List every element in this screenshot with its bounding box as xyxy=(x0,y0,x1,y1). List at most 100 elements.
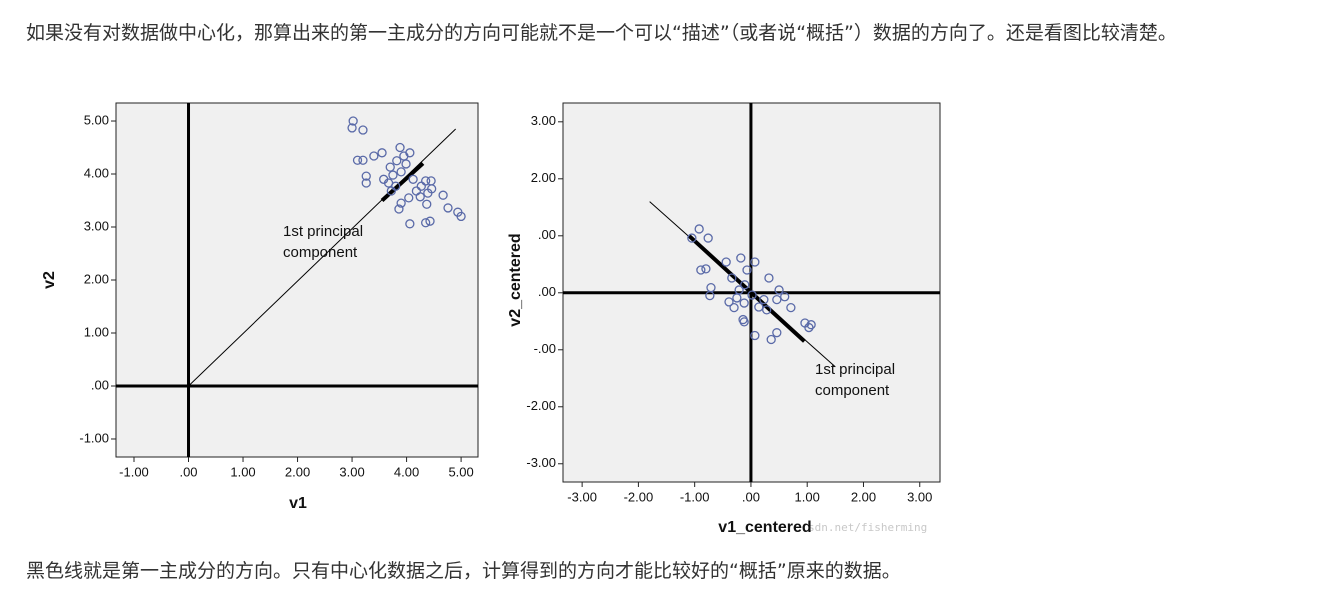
point xyxy=(764,273,774,283)
x-tick-label: 2.00 xyxy=(285,464,310,479)
point xyxy=(786,302,796,313)
watermark: sdn.net/fisherming xyxy=(808,521,927,534)
y-tick-label: -1.00 xyxy=(79,430,109,445)
x-tick-label: -1.00 xyxy=(680,489,710,504)
point xyxy=(396,167,406,177)
x-tick-label: 2.00 xyxy=(851,489,876,504)
x-tick-label: -1.00 xyxy=(119,464,149,479)
x-axis-label: v1_centered xyxy=(718,519,811,536)
annotation: 1st principal xyxy=(815,361,895,378)
point xyxy=(732,293,742,303)
point xyxy=(404,193,414,203)
paragraph: 如果没有对数据做中心化，那算出来的第一主成分的方向可能就不是一个可以“描述”（或… xyxy=(26,22,1177,44)
y-tick-label: 4.00 xyxy=(84,165,109,180)
point xyxy=(754,302,764,312)
x-tick-label: 4.00 xyxy=(394,464,419,479)
x-tick-label: -3.00 xyxy=(567,489,597,504)
point xyxy=(361,178,371,188)
point xyxy=(701,264,711,274)
paragraph: 黑色线就是第一主成分的方向。只有中心化数据之后，计算得到的方向才能比较好的“概括… xyxy=(26,560,901,582)
point xyxy=(724,297,734,307)
point xyxy=(780,292,790,302)
point xyxy=(739,317,749,327)
point xyxy=(421,218,431,228)
point xyxy=(421,176,431,186)
y-tick-label: -2.00 xyxy=(526,398,556,413)
point xyxy=(405,219,415,229)
point xyxy=(361,171,371,181)
x-axis-label: v1 xyxy=(289,495,307,512)
point xyxy=(729,302,739,313)
point xyxy=(369,151,379,161)
y-tick-label: 5.00 xyxy=(84,112,109,127)
point xyxy=(736,253,746,263)
annotation: component xyxy=(283,244,358,261)
point xyxy=(348,116,358,126)
point xyxy=(750,330,760,341)
y-tick-label: 2.00 xyxy=(531,170,556,185)
y-tick-label: 3.00 xyxy=(531,113,556,128)
point xyxy=(427,184,437,194)
x-tick-label: -2.00 xyxy=(624,489,654,504)
point xyxy=(394,204,404,214)
y-axis-label: v2 xyxy=(41,271,58,289)
annotation: 1st principal xyxy=(283,223,363,240)
point xyxy=(774,285,784,295)
y-tick-label: .00 xyxy=(91,377,109,392)
point xyxy=(438,190,448,200)
point xyxy=(696,265,706,275)
point xyxy=(358,125,368,135)
y-tick-label: .00 xyxy=(538,227,556,242)
x-tick-label: 1.00 xyxy=(230,464,255,479)
point xyxy=(347,123,357,133)
point xyxy=(443,203,453,213)
y-tick-label: 1.00 xyxy=(84,324,109,339)
x-tick-label: 5.00 xyxy=(448,464,473,479)
y-tick-label: 2.00 xyxy=(84,271,109,286)
point xyxy=(759,294,769,305)
y-tick-label: .00 xyxy=(538,284,556,299)
point xyxy=(396,198,406,208)
point xyxy=(687,233,697,243)
x-tick-label: .00 xyxy=(179,464,197,479)
plot-area xyxy=(115,102,479,458)
point xyxy=(721,257,731,267)
y-axis-label: v2_centered xyxy=(507,233,524,326)
x-tick-label: 1.00 xyxy=(795,489,820,504)
point xyxy=(804,322,814,333)
point xyxy=(739,298,749,308)
x-tick-label: 3.00 xyxy=(339,464,364,479)
point xyxy=(694,224,704,234)
point xyxy=(388,170,398,180)
point xyxy=(703,233,713,243)
point xyxy=(383,178,394,188)
point xyxy=(405,148,415,158)
point xyxy=(392,156,402,166)
point xyxy=(747,290,757,300)
x-tick-label: 3.00 xyxy=(907,489,932,504)
point xyxy=(377,148,387,158)
figure: sdn.net/fisherming -1.00 .00 1.00 2.00 3.00 4… xyxy=(41,102,941,536)
y-tick-label: -3.00 xyxy=(526,455,556,470)
point xyxy=(415,192,425,202)
y-tick-label: 3.00 xyxy=(84,218,109,233)
point xyxy=(358,155,368,165)
x-tick-label: .00 xyxy=(742,489,760,504)
point xyxy=(762,305,772,315)
point xyxy=(750,257,760,267)
point xyxy=(806,320,816,330)
point xyxy=(401,159,411,169)
point xyxy=(385,162,395,172)
point xyxy=(408,174,418,184)
point xyxy=(386,186,396,196)
point xyxy=(727,273,737,283)
point xyxy=(772,328,782,338)
point xyxy=(742,265,752,275)
point xyxy=(456,211,466,222)
point xyxy=(766,334,776,345)
point xyxy=(740,280,750,290)
point xyxy=(422,199,432,209)
annotation: component xyxy=(815,382,890,399)
point xyxy=(352,155,363,165)
